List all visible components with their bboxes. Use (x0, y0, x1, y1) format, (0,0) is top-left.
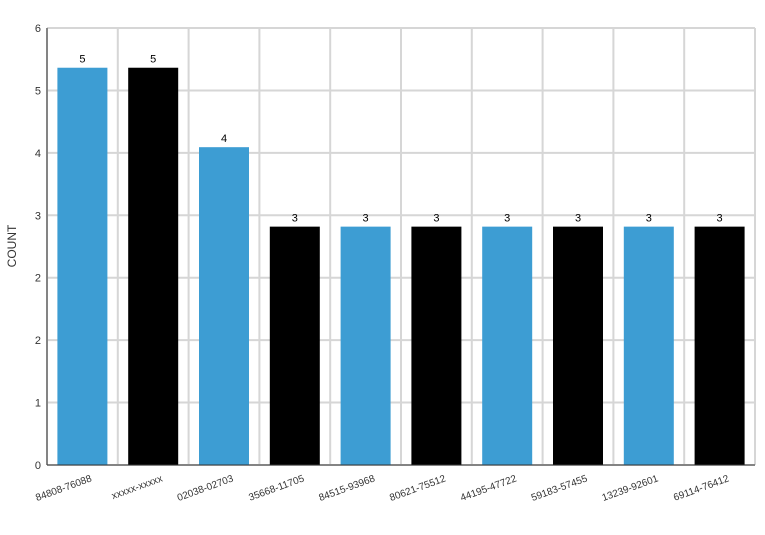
y-tick-label: 2 (35, 273, 41, 285)
data-label: 3 (575, 213, 581, 225)
bar (199, 147, 249, 465)
x-tick-label: 80621-75512 (388, 473, 448, 504)
y-tick-label: 1 (35, 398, 41, 410)
bar (623, 226, 674, 465)
data-label: 3 (504, 213, 510, 225)
bar (57, 67, 108, 466)
x-tick-label: 02038-02703 (176, 473, 236, 504)
data-label: 3 (717, 213, 723, 225)
y-tick-label: 0 (35, 460, 41, 472)
bar (269, 226, 320, 465)
x-tick-label: 35668-11705 (247, 473, 306, 503)
x-tick-label: 44195-47722 (459, 473, 519, 504)
y-axis-label: COUNT (5, 224, 19, 267)
x-tick-label: 69114-76412 (672, 473, 731, 503)
data-label: 3 (433, 213, 439, 225)
bar (411, 226, 462, 465)
y-tick-label: 4 (35, 148, 41, 160)
data-label: 3 (646, 213, 652, 225)
y-tick-label: 6 (35, 23, 41, 35)
y-tick-label: 5 (35, 85, 41, 97)
data-label: 3 (292, 213, 298, 225)
bar (482, 226, 533, 465)
bar (694, 226, 745, 465)
data-label: 5 (79, 54, 85, 66)
x-tick-label: 13239-92601 (601, 473, 661, 504)
bar (340, 226, 391, 465)
y-tick-label: 2 (35, 335, 41, 347)
x-tick-label: xxxxx-xxxxx (110, 473, 164, 502)
x-tick-label: 59183-57455 (530, 473, 590, 504)
x-tick-label: 84808-76088 (34, 473, 94, 504)
data-label: 5 (150, 54, 156, 66)
bar (128, 67, 179, 466)
x-tick-label: 84515-93968 (317, 473, 377, 504)
data-label: 4 (221, 133, 227, 145)
bar (553, 226, 603, 465)
data-label: 3 (363, 213, 369, 225)
y-tick-label: 3 (35, 210, 41, 222)
